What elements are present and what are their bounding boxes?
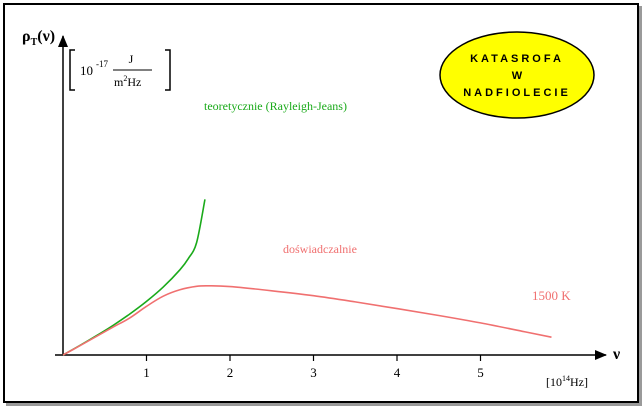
experiment-curve-label: doświadczalnie [283, 242, 357, 256]
y-unit-den-sup: 2 [123, 74, 127, 83]
rayleigh-jeans-curve [62, 199, 206, 356]
x-tick-label: 1 [143, 365, 150, 380]
badge-ellipse [439, 31, 595, 119]
series-group [62, 199, 552, 356]
y-unit-den-hz: Hz [127, 75, 141, 89]
x-tick-label: 5 [477, 365, 484, 380]
theory-curve-label: teoretycznie (Rayleigh-Jeans) [204, 99, 347, 113]
ultraviolet-catastrophe-badge: KATASROFA W NADFIOLECIE [439, 31, 595, 119]
badge-line-3: NADFIOLECIE [463, 87, 571, 99]
temperature-label: 1500 K [532, 288, 571, 303]
experimental-curve [62, 285, 552, 356]
x-axis-label: ν [612, 346, 620, 363]
y-unit-den-m: m [114, 75, 124, 89]
y-axis-label: ρT(ν) [22, 28, 55, 48]
x-axis-unit: [1014Hz] [546, 374, 588, 389]
badge-line-2: W [512, 70, 523, 82]
y-axis-argument: (ν) [37, 28, 55, 45]
y-unit-exponent: -17 [96, 59, 108, 69]
y-unit-base: 10 [80, 63, 93, 78]
y-unit-denominator: m2Hz [114, 74, 141, 89]
badge-line-1: KATASROFA [470, 53, 564, 65]
x-unit-base: [10 [546, 375, 562, 389]
x-tick-label: 3 [310, 365, 317, 380]
y-unit-numerator: J [129, 52, 134, 66]
y-unit-box: 10 -17 J m2Hz [69, 49, 171, 91]
x-unit-end: Hz] [570, 375, 588, 389]
x-tick-label: 2 [227, 365, 234, 380]
x-unit-sup: 14 [562, 374, 570, 383]
y-axis-subscript: T [31, 37, 38, 48]
x-ticks: 1 2 3 4 5 [143, 355, 484, 380]
y-axis-symbol: ρ [22, 28, 31, 45]
x-tick-label: 4 [394, 365, 401, 380]
